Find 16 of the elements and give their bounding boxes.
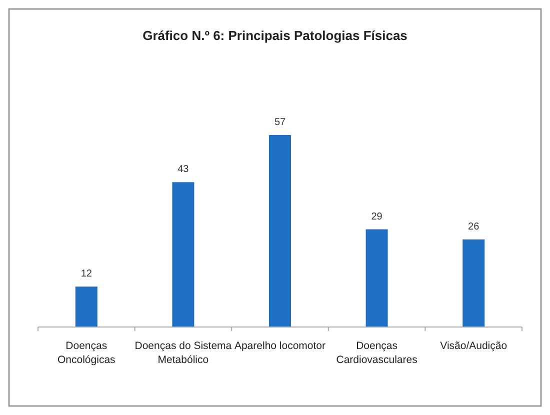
x-tick-label: Aparelho locomotor (234, 340, 326, 352)
data-label: 26 (468, 221, 480, 232)
data-label: 57 (274, 117, 286, 128)
x-tick-label: Doenças Cardiovasculares (336, 340, 418, 366)
bar (75, 286, 98, 327)
bar (462, 239, 485, 327)
bar (269, 135, 291, 327)
x-tick-label: Visão/Audição (440, 340, 508, 352)
data-label: 43 (178, 164, 190, 176)
x-tick-label: Doenças Oncológicas (58, 340, 116, 366)
x-tick-label: Doenças do Sistema Metabólico (134, 340, 232, 366)
bar (366, 229, 388, 327)
data-label: 29 (371, 211, 383, 222)
chart-title: Gráfico N.º 6: Principais Patologias Físicas (142, 28, 408, 43)
data-label: 12 (80, 268, 92, 280)
bar (172, 182, 194, 327)
